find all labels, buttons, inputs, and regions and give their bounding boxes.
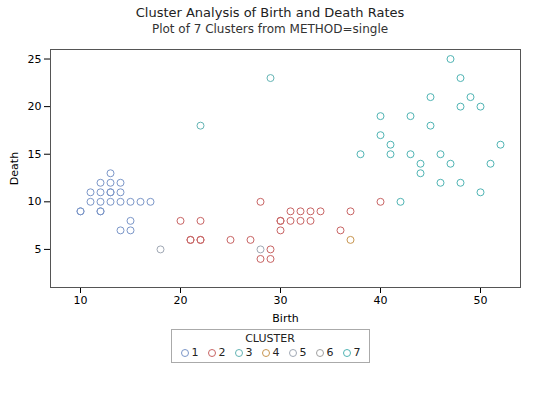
- svg-text:20: 20: [28, 100, 42, 113]
- svg-text:5: 5: [35, 243, 42, 256]
- html-text:5: 5: [299, 346, 307, 359]
- svg-text:25: 25: [28, 53, 42, 66]
- html-text:4: 4: [272, 346, 280, 359]
- html-text:Plot of 7 Clusters from METHOD: Plot of 7 Clusters from METHOD=single: [151, 22, 389, 36]
- svg-text:10: 10: [74, 294, 88, 307]
- html-text:CLUSTER: CLUSTER: [245, 332, 295, 345]
- html-text:3: 3: [245, 346, 253, 359]
- html-text:2: 2: [218, 346, 226, 359]
- svg-text:Birth: Birth: [272, 312, 298, 325]
- svg-text:20: 20: [174, 294, 188, 307]
- svg-text:15: 15: [28, 148, 42, 161]
- svg-text:50: 50: [474, 294, 488, 307]
- svg-text:30: 30: [274, 294, 288, 307]
- html-text:6: 6: [326, 346, 334, 359]
- html-text:Cluster Analysis of Birth and: Cluster Analysis of Birth and Death Rate…: [135, 5, 405, 20]
- svg-text:40: 40: [374, 294, 388, 307]
- svg-text:10: 10: [28, 195, 42, 208]
- html-text:7: 7: [353, 346, 361, 359]
- svg-text:Death: Death: [8, 152, 21, 185]
- html-text:1: 1: [191, 346, 199, 359]
